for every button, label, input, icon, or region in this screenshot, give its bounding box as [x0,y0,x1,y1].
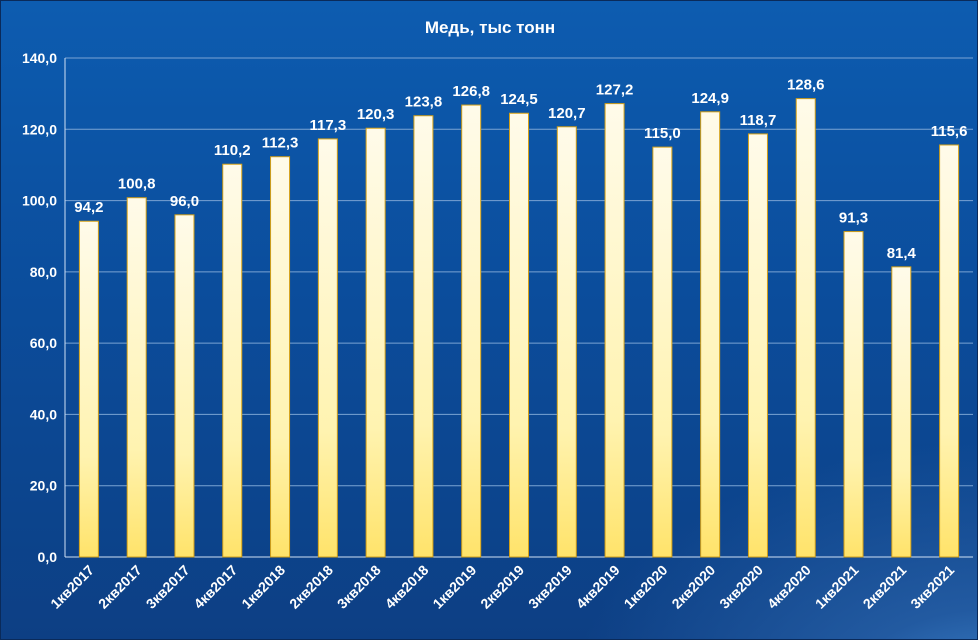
value-label: 94,2 [74,199,103,216]
bar-3кв2021 [939,144,960,558]
bar-2кв2019 [509,112,529,558]
value-label: 120,7 [548,105,586,122]
x-tick-label: 1кв2019 [429,562,479,612]
bar-3кв2019 [556,126,577,558]
bar-3кв2018 [365,127,386,558]
bar-4кв2018 [413,115,434,558]
x-tick-label: 4кв2020 [764,562,814,612]
chart-title: Медь, тыс тонн [425,18,555,37]
bar-2кв2018 [317,138,338,558]
bar-1кв2020 [652,146,673,558]
y-tick-label: 20,0 [30,478,57,494]
bar-3кв2017 [174,214,195,558]
y-tick-label: 80,0 [30,264,57,280]
x-tick-label: 2кв2017 [95,562,145,612]
value-label: 81,4 [887,245,917,262]
value-label: 112,3 [262,135,299,152]
y-tick-label: 0,0 [38,549,58,565]
x-tick-label: 2кв2021 [860,562,910,612]
bar-1кв2019 [461,104,482,558]
bar-1кв2018 [270,156,291,558]
y-tick-label: 60,0 [30,335,57,351]
y-tick-label: 40,0 [30,406,57,422]
value-label: 128,6 [787,77,825,94]
x-tick-label: 2кв2020 [668,562,718,612]
x-tick-label: 3кв2020 [716,562,766,612]
bar-2кв2021 [891,266,912,558]
y-tick-label: 120,0 [22,121,57,137]
bar-1кв2021 [843,231,864,558]
bar-3кв2020 [747,133,768,558]
value-label: 127,2 [596,82,634,99]
value-label: 91,3 [839,210,868,227]
x-tick-label: 4кв2018 [382,562,432,612]
x-tick-label: 1кв2020 [621,562,671,612]
x-tick-label: 1кв2021 [812,562,862,612]
value-label: 117,3 [309,117,346,134]
x-tick-label: 2кв2018 [286,562,336,612]
value-label: 126,8 [452,83,490,100]
value-label: 110,2 [214,142,251,159]
value-label: 115,6 [931,123,968,140]
x-tick-label: 3кв2019 [525,562,575,612]
y-tick-labels: 0,0 20,0 40,0 60,0 80,0 100,0 120,0 140,0 [22,50,57,565]
bar-2кв2017 [126,197,147,558]
value-label: 100,8 [118,176,156,193]
x-tick-label: 3кв2018 [334,562,384,612]
bar-4кв2019 [604,103,625,558]
x-tick-labels: 1кв20172кв20173кв20174кв20171кв20182кв20… [47,562,957,612]
value-label: 124,5 [500,91,538,108]
x-tick-label: 1кв2017 [47,562,97,612]
x-tick-label: 2кв2019 [477,562,527,612]
x-tick-label: 3кв2021 [907,562,957,612]
value-label: 120,3 [357,106,395,123]
y-tick-label: 140,0 [22,50,57,66]
bar-4кв2020 [795,98,816,558]
x-tick-label: 1кв2018 [238,562,288,612]
value-label: 124,9 [691,90,729,107]
y-tick-label: 100,0 [22,193,57,209]
value-labels: 94,2 100,8 96,0 110,2 112,3 117,3 120,3 123,8 12… [74,77,967,262]
value-label: 115,0 [644,125,681,142]
value-label: 123,8 [405,94,443,111]
value-label: 118,7 [740,112,777,129]
bar-2кв2020 [700,111,721,558]
x-tick-label: 3кв2017 [143,562,193,612]
value-label: 96,0 [170,193,199,210]
bar-4кв2017 [222,163,243,558]
bars [78,98,960,558]
x-tick-label: 4кв2019 [573,562,623,612]
bar-1кв2017 [78,220,99,558]
x-tick-label: 4кв2017 [191,562,241,612]
